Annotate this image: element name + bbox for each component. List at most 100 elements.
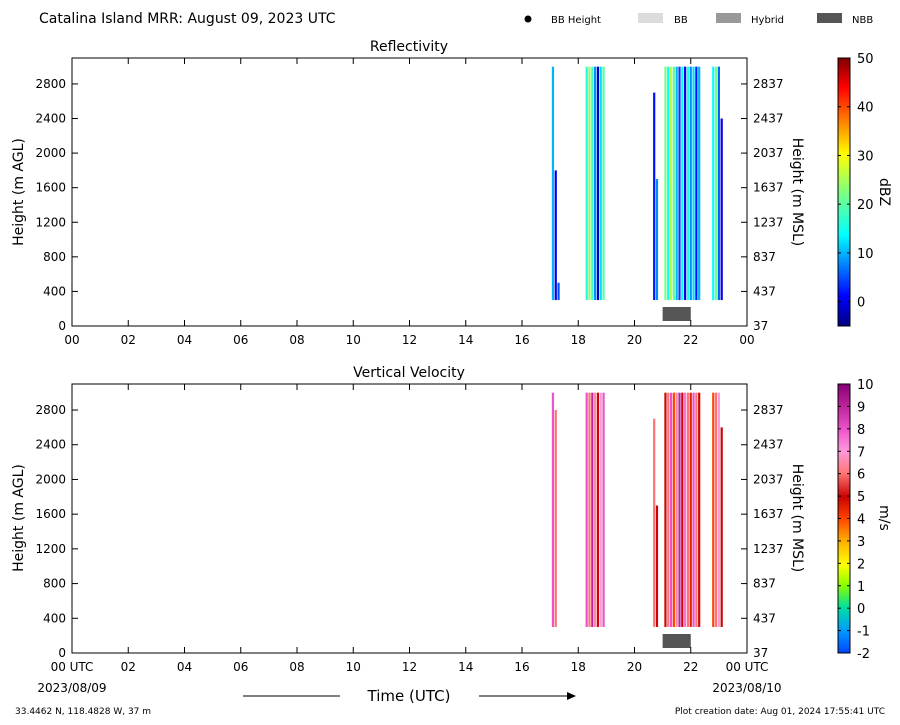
data-column xyxy=(653,418,656,627)
data-column xyxy=(689,392,692,627)
y-right-tick-label: 2437 xyxy=(753,112,784,126)
data-column xyxy=(602,66,605,301)
colorbar-tick-label: 7 xyxy=(857,445,865,460)
y-right-tick-label: 2837 xyxy=(753,77,784,91)
data-column xyxy=(594,66,597,301)
velocity-ylabel-right: Height (m MSL) xyxy=(789,464,805,573)
data-column xyxy=(599,392,602,627)
reflectivity-x-axis: 00 02 04 06 08 10 12 14 16 18 20 22 00 xyxy=(64,58,755,347)
x-tick-label: 12 xyxy=(402,333,417,347)
reflectivity-plot-frame xyxy=(71,57,748,327)
y-tick-label: 2800 xyxy=(35,77,66,91)
y-right-tick-label: 2037 xyxy=(753,146,784,160)
x-tick-label: 10 xyxy=(346,333,361,347)
colorbar-tick-label: 4 xyxy=(857,513,865,528)
x-tick-label: 02 xyxy=(121,333,136,347)
arrow-head-icon xyxy=(567,692,576,700)
reflectivity-panel: Reflectivity 00 02 04 06 08 10 12 14 16 18 20 22 00 … xyxy=(11,39,892,347)
data-column xyxy=(551,392,555,627)
legend-bb-height-marker xyxy=(524,15,532,23)
x-tick-label: 00 xyxy=(64,333,79,347)
velocity-x-axis: 00 UTC 02 04 06 08 10 12 14 16 18 20 22 00 UTC xyxy=(51,384,769,674)
data-column xyxy=(684,66,687,301)
data-column xyxy=(667,392,670,627)
legend-bb-label: BB xyxy=(674,15,688,26)
start-date: 2023/08/09 xyxy=(37,681,106,695)
data-column xyxy=(684,392,687,627)
x-tick-label: 00 UTC xyxy=(726,660,769,674)
velocity-y-axis-right: 37 437 837 1237 1637 2037 2437 2837 xyxy=(741,403,784,660)
data-column xyxy=(686,66,690,301)
nbb-marker xyxy=(662,307,691,321)
x-tick-label: 16 xyxy=(514,333,529,347)
y-tick-label: 2400 xyxy=(35,438,66,452)
nbb-marker xyxy=(662,634,691,648)
x-tick-label: 00 UTC xyxy=(51,660,94,674)
data-column xyxy=(692,392,695,627)
legend-bb-swatch xyxy=(638,13,663,23)
legend-bb-height-label: BB Height xyxy=(551,15,601,26)
colorbar-tick-label: 40 xyxy=(857,101,874,116)
data-column xyxy=(602,392,605,627)
colorbar-tick-label: 0 xyxy=(857,296,865,311)
y-tick-label: 0 xyxy=(58,646,66,660)
x-tick-label: 16 xyxy=(514,660,529,674)
y-right-tick-label: 837 xyxy=(753,577,776,591)
data-column xyxy=(591,392,594,627)
data-column xyxy=(664,392,667,627)
x-tick-label: 08 xyxy=(289,333,304,347)
data-column xyxy=(551,66,555,301)
colorbar-tick-label: 5 xyxy=(857,490,865,505)
data-column xyxy=(596,66,600,301)
data-column xyxy=(678,66,681,301)
data-column xyxy=(591,66,594,301)
y-right-tick-label: 37 xyxy=(753,319,768,333)
data-column xyxy=(714,66,718,301)
x-axis-title: Time (UTC) xyxy=(367,687,451,705)
y-right-tick-label: 837 xyxy=(753,250,776,264)
data-column xyxy=(554,410,557,627)
data-column xyxy=(712,66,715,301)
colorbar-tick-label: -2 xyxy=(857,647,870,662)
data-column xyxy=(588,392,591,627)
colorbar-tick-label: 1 xyxy=(857,580,865,595)
y-tick-label: 800 xyxy=(43,250,66,264)
reflectivity-colorbar xyxy=(837,57,851,327)
data-column xyxy=(717,392,720,627)
legend-nbb-swatch xyxy=(817,13,842,23)
x-tick-label: 14 xyxy=(458,333,473,347)
y-tick-label: 1600 xyxy=(35,507,66,521)
y-tick-label: 2000 xyxy=(35,146,66,160)
y-tick-label: 400 xyxy=(43,284,66,298)
colorbar-tick-label: 50 xyxy=(857,52,874,67)
legend-hybrid-swatch xyxy=(716,13,741,23)
y-right-tick-label: 2837 xyxy=(753,403,784,417)
colorbar-tick-label: 3 xyxy=(857,535,865,550)
x-tick-label: 00 xyxy=(739,333,754,347)
x-tick-label: 12 xyxy=(402,660,417,674)
y-tick-label: 1200 xyxy=(35,215,66,229)
data-column xyxy=(695,392,698,627)
x-tick-label: 10 xyxy=(346,660,361,674)
data-column xyxy=(675,66,678,301)
reflectivity-y-axis-left: 0 400 800 1200 1600 2000 2400 2800 xyxy=(35,77,78,333)
data-column xyxy=(672,392,675,627)
reflectivity-bright-band xyxy=(662,307,691,321)
colorbar-tick-label: 8 xyxy=(857,423,865,438)
velocity-plot-frame xyxy=(71,383,748,654)
data-column xyxy=(557,282,560,301)
data-column xyxy=(695,66,698,301)
x-tick-label: 14 xyxy=(458,660,473,674)
y-right-tick-label: 1237 xyxy=(753,542,784,556)
x-tick-label: 18 xyxy=(571,660,586,674)
x-tick-label: 22 xyxy=(683,333,698,347)
y-tick-label: 2000 xyxy=(35,472,66,486)
x-tick-label: 04 xyxy=(177,333,192,347)
reflectivity-ylabel-right: Height (m MSL) xyxy=(789,138,805,247)
y-right-tick-label: 1237 xyxy=(753,215,784,229)
velocity-bright-band xyxy=(662,634,691,648)
y-tick-label: 0 xyxy=(58,319,66,333)
data-column xyxy=(720,427,723,627)
velocity-title: Vertical Velocity xyxy=(353,365,465,381)
y-right-tick-label: 37 xyxy=(753,646,768,660)
